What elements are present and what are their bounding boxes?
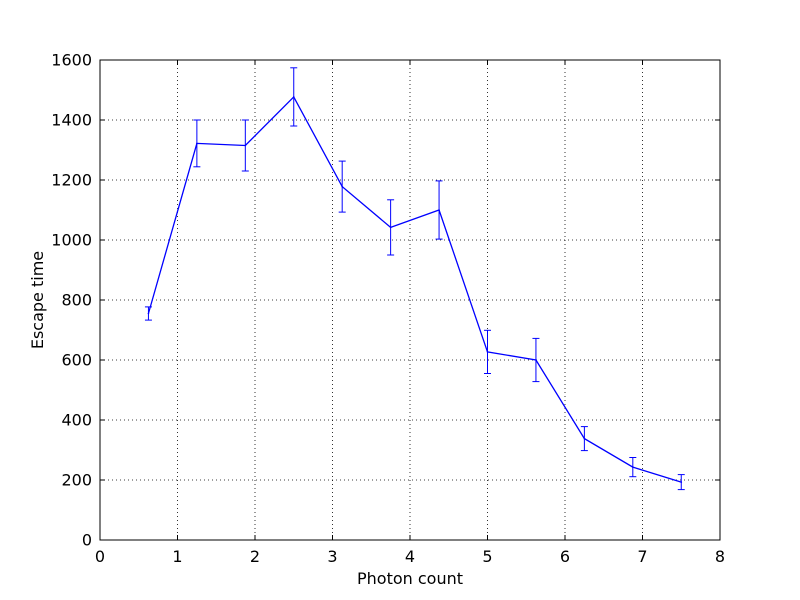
x-axis-title: Photon count (357, 569, 463, 588)
data-point (389, 226, 392, 229)
series-line (147, 95, 682, 483)
data-point (341, 185, 343, 188)
y-tick-label: 800 (61, 291, 92, 310)
y-axis-title: Escape time (28, 251, 47, 349)
data-point (196, 142, 198, 145)
x-tick-label: 0 (95, 547, 105, 566)
data-point (292, 96, 295, 98)
x-tick-label: 2 (250, 547, 260, 566)
y-tick-label: 600 (61, 351, 92, 370)
y-tick-label: 1600 (51, 51, 92, 70)
x-tick-label: 7 (637, 547, 647, 566)
y-tick-label: 1400 (51, 111, 92, 130)
x-tick-label: 4 (405, 547, 415, 566)
x-tick-label: 8 (715, 547, 725, 566)
data-point (244, 144, 247, 147)
y-tick-label: 1200 (51, 171, 92, 190)
x-tick-label: 6 (560, 547, 570, 566)
grid-lines (100, 60, 720, 540)
y-tick-label: 400 (61, 411, 92, 430)
axis-tick-labels: 0 1 2 3 4 5 6 7 8 0 200 400 600 800 1000 1200 1400 1600 (51, 51, 725, 567)
data-point (147, 312, 150, 315)
data-point (632, 466, 634, 468)
series-layer (144, 67, 685, 491)
data-point (438, 209, 440, 211)
data-point (486, 351, 489, 353)
x-tick-label: 3 (327, 547, 337, 566)
axis-ticks (99, 59, 721, 541)
data-point (583, 437, 586, 440)
data-point (680, 481, 683, 483)
y-tick-label: 1000 (51, 231, 92, 250)
y-tick-label: 0 (82, 531, 92, 550)
x-tick-label: 1 (172, 547, 182, 566)
y-tick-label: 200 (61, 471, 92, 490)
x-tick-label: 5 (482, 547, 492, 566)
data-point (535, 359, 537, 361)
